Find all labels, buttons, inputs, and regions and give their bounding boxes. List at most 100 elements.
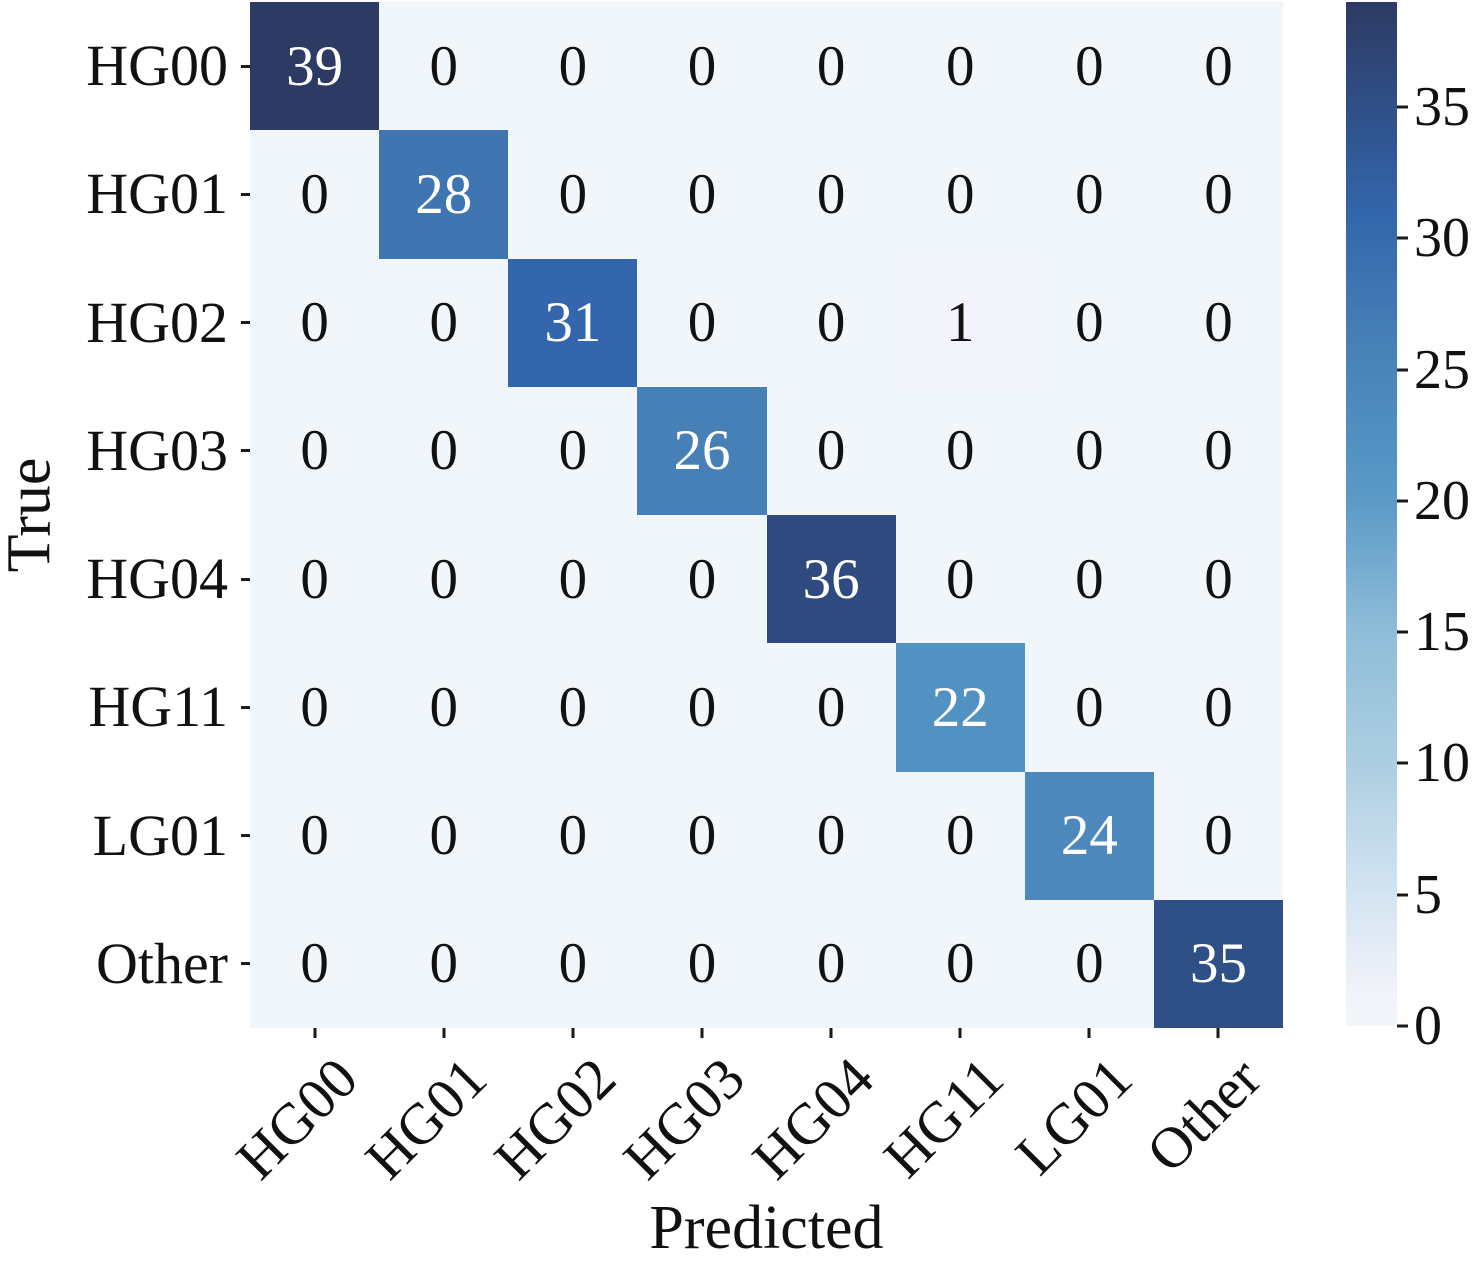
colorbar-tick-label-20: 20	[1414, 469, 1470, 532]
colorbar-tick-label-35: 35	[1414, 76, 1470, 139]
colorbar-tick-mark	[1397, 368, 1408, 372]
cell-HG02-HG00: 0	[250, 258, 380, 387]
cell-HG03-HG11: 0	[895, 386, 1025, 515]
x-axis-title: Predicted	[250, 1197, 1283, 1259]
colorbar-tick-mark	[1397, 1024, 1408, 1028]
cell-HG02-HG11: 1	[895, 258, 1025, 387]
cell-HG04-HG00: 0	[250, 515, 380, 644]
colorbar-tick-label-0: 0	[1414, 995, 1442, 1057]
cell-LG01-HG04: 0	[766, 771, 896, 900]
y-tick-mark	[241, 577, 250, 581]
x-tick-col-HG01: HG01	[353, 1028, 508, 1218]
cell-HG00-HG00: 39	[250, 2, 380, 131]
colorbar-tick-mark	[1397, 236, 1408, 240]
cell-HG04-HG01: 0	[379, 515, 509, 644]
cell-HG00-LG01: 0	[1024, 2, 1154, 131]
colorbar-ticks: 0 5 10 15 20 25 30 35	[1397, 2, 1476, 1054]
y-tick-mark	[241, 705, 250, 709]
cell-HG11-HG04: 0	[766, 643, 896, 772]
x-tick-col-HG02: HG02	[482, 1028, 637, 1218]
cell-LG01-HG02: 0	[508, 771, 638, 900]
cell-HG02-HG03: 0	[637, 258, 767, 387]
cell-HG03-HG03: 26	[637, 386, 767, 515]
y-tick-label-Other: Other	[95, 930, 228, 996]
y-tick-mark	[241, 64, 250, 68]
cell-HG03-Other: 0	[1153, 386, 1283, 515]
colorbar-tick-mark	[1397, 761, 1408, 765]
cell-Other-HG01: 0	[379, 899, 509, 1028]
x-axis-tick-labels: HG00 HG01 HG02 HG03 HG04 HG11 LG01 Other	[223, 1028, 1283, 1218]
cell-Other-HG03: 0	[637, 899, 767, 1028]
y-tick-mark	[241, 449, 250, 453]
cell-LG01-HG03: 0	[637, 771, 767, 900]
cell-LG01-LG01: 24	[1024, 771, 1154, 900]
y-tick-label-HG11: HG11	[88, 674, 228, 740]
x-axis-title-text: Predicted	[649, 1194, 884, 1262]
x-tick-label-HG00: HG00	[223, 1045, 370, 1192]
y-axis-tick-labels: HG00 HG01 HG02 HG03 HG04 HG11 LG01 Other	[0, 2, 250, 1028]
y-axis-title: True	[0, 2, 64, 1028]
cell-HG00-HG11: 0	[895, 2, 1025, 131]
y-tick-mark	[241, 192, 250, 196]
cell-HG11-Other: 0	[1153, 643, 1283, 772]
cell-HG04-HG02: 0	[508, 515, 638, 644]
cell-HG02-HG02: 31	[508, 258, 638, 387]
cell-Other-LG01: 0	[1024, 899, 1154, 1028]
x-tick-mark	[700, 1028, 704, 1038]
colorbar-tick-mark	[1397, 630, 1408, 634]
cell-Other-HG02: 0	[508, 899, 638, 1028]
cell-HG11-HG03: 0	[637, 643, 767, 772]
y-tick-row-HG01: HG01	[0, 130, 250, 258]
cell-HG02-LG01: 0	[1024, 258, 1154, 387]
colorbar-tick-mark	[1397, 105, 1408, 109]
y-tick-row-HG00: HG00	[0, 2, 250, 130]
y-tick-mark	[241, 834, 250, 838]
cell-Other-HG00: 0	[250, 899, 380, 1028]
x-tick-mark	[1087, 1028, 1091, 1038]
cell-HG01-LG01: 0	[1024, 130, 1154, 259]
cell-LG01-Other: 0	[1153, 771, 1283, 900]
colorbar-tick-label-30: 30	[1414, 207, 1470, 270]
cell-HG00-HG04: 0	[766, 2, 896, 131]
colorbar-tick-label-25: 25	[1414, 338, 1470, 401]
y-tick-mark	[241, 962, 250, 966]
cell-HG01-HG02: 0	[508, 130, 638, 259]
x-tick-col-LG01: LG01	[1003, 1028, 1154, 1218]
y-tick-label-HG04: HG04	[86, 546, 228, 612]
cell-HG04-Other: 0	[1153, 515, 1283, 644]
cell-HG11-HG01: 0	[379, 643, 509, 772]
x-tick-mark	[829, 1028, 833, 1038]
cell-HG02-Other: 0	[1153, 258, 1283, 387]
cell-HG03-LG01: 0	[1024, 386, 1154, 515]
cell-HG03-HG04: 0	[766, 386, 896, 515]
cell-HG01-HG04: 0	[766, 130, 896, 259]
y-tick-label-LG01: LG01	[92, 802, 228, 868]
cell-LG01-HG11: 0	[895, 771, 1025, 900]
y-tick-row-Other: Other	[0, 900, 250, 1028]
y-tick-row-HG03: HG03	[0, 387, 250, 515]
cell-HG00-Other: 0	[1153, 2, 1283, 131]
x-tick-mark	[442, 1028, 446, 1038]
x-tick-col-Other: Other	[1134, 1028, 1283, 1218]
cell-HG11-HG11: 22	[895, 643, 1025, 772]
y-tick-row-LG01: LG01	[0, 772, 250, 900]
cell-HG00-HG01: 0	[379, 2, 509, 131]
cell-LG01-HG00: 0	[250, 771, 380, 900]
colorbar-tick-label-10: 10	[1414, 732, 1470, 795]
x-tick-mark	[958, 1028, 962, 1038]
cell-HG11-LG01: 0	[1024, 643, 1154, 772]
cell-HG11-HG02: 0	[508, 643, 638, 772]
colorbar-tick-mark	[1397, 893, 1408, 897]
y-tick-label-HG01: HG01	[86, 161, 228, 227]
cell-HG04-LG01: 0	[1024, 515, 1154, 644]
cell-LG01-HG01: 0	[379, 771, 509, 900]
x-tick-mark	[571, 1028, 575, 1038]
colorbar-tick-label-5: 5	[1414, 863, 1442, 926]
cell-HG04-HG03: 0	[637, 515, 767, 644]
cell-HG03-HG00: 0	[250, 386, 380, 515]
cell-HG02-HG01: 0	[379, 258, 509, 387]
heatmap-grid: 39 0 0 0 0 0 0 0 0 28 0 0 0 0 0 0 0 0 31 0 0 1 0 0 0 0 0 26 0 0 0 0 0 0 0 0…	[250, 2, 1283, 1028]
cell-Other-HG11: 0	[895, 899, 1025, 1028]
cell-HG00-HG02: 0	[508, 2, 638, 131]
